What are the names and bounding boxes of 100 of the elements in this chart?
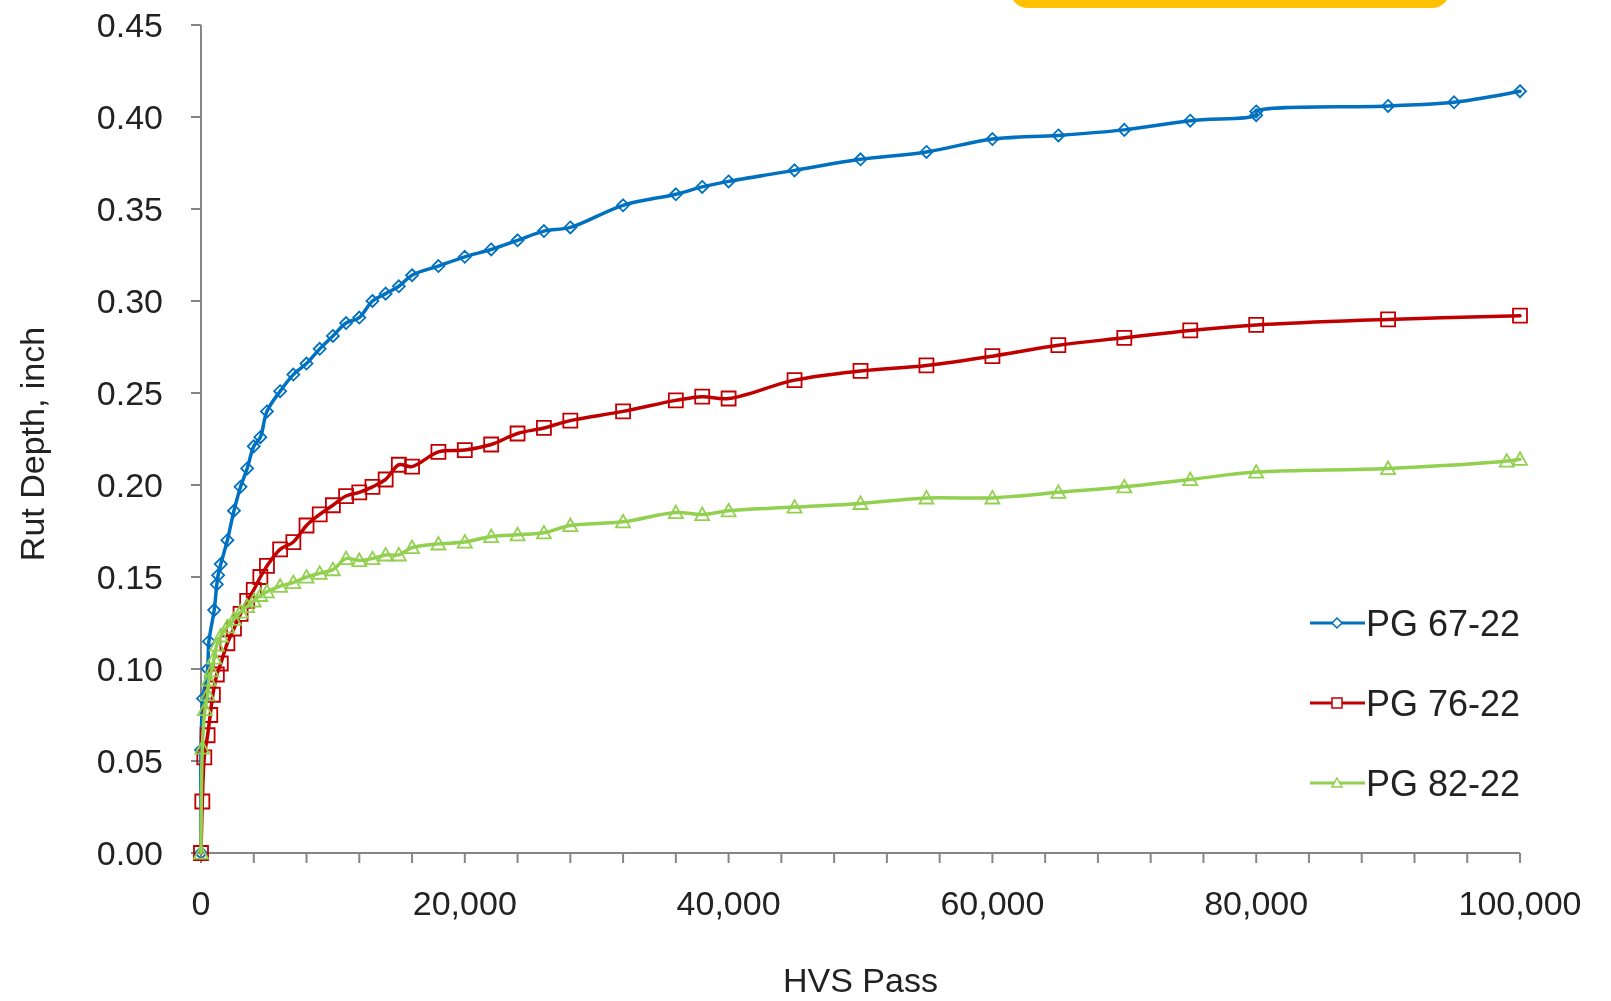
point: [984, 489, 1001, 505]
point: [483, 436, 500, 453]
point: [668, 187, 683, 202]
point: [259, 583, 275, 599]
point: [311, 565, 328, 580]
point: [377, 547, 394, 562]
point: [562, 412, 579, 429]
point: [404, 539, 420, 555]
point: [1381, 99, 1395, 113]
point: [1182, 322, 1199, 339]
point: [199, 727, 216, 744]
point: [227, 503, 241, 518]
point: [213, 557, 228, 572]
point: [667, 504, 684, 520]
point: [786, 372, 803, 389]
point: [1182, 471, 1199, 486]
y-tick-label: 0.20: [96, 465, 163, 504]
x-tick-label: 100,000: [1458, 884, 1582, 922]
point: [298, 517, 315, 534]
point: [537, 224, 551, 238]
point: [1447, 95, 1461, 110]
point: [240, 461, 255, 476]
point: [365, 294, 380, 308]
point: [667, 392, 684, 409]
point: [405, 268, 419, 283]
point: [1498, 453, 1515, 468]
point: [245, 593, 262, 608]
point: [1183, 113, 1198, 128]
point: [430, 443, 447, 460]
x-tick-label: 0: [191, 884, 211, 922]
point: [199, 686, 216, 702]
point: [285, 574, 302, 590]
point: [338, 550, 354, 566]
point: [252, 569, 269, 585]
point: [456, 442, 473, 458]
point: [207, 603, 222, 618]
point: [208, 637, 225, 652]
point: [509, 425, 526, 442]
point: [694, 506, 711, 521]
point: [285, 534, 302, 550]
point: [325, 561, 341, 577]
point: [852, 495, 869, 510]
point: [260, 404, 274, 419]
point: [326, 329, 340, 343]
point: [239, 598, 256, 613]
y-tick-label: 0.00: [96, 833, 163, 872]
point: [510, 233, 525, 248]
y-tick-label: 0.25: [96, 373, 163, 412]
x-tick-label: 20,000: [412, 884, 517, 922]
point: [483, 528, 500, 544]
point: [509, 526, 526, 542]
point: [536, 524, 552, 540]
y-tick-label: 0.30: [96, 281, 163, 320]
point: [196, 749, 213, 766]
point: [1249, 108, 1264, 123]
point: [1117, 122, 1132, 137]
point: [694, 388, 711, 405]
point: [616, 198, 630, 213]
point: [219, 618, 236, 634]
point: [338, 488, 354, 504]
point: [226, 611, 242, 626]
point: [1512, 451, 1528, 466]
point: [720, 502, 737, 518]
x-tick-label: 60,000: [940, 884, 1045, 922]
point: [1380, 460, 1396, 475]
point: [1116, 478, 1133, 494]
point: [390, 547, 407, 562]
point: [272, 578, 289, 593]
point: [212, 627, 229, 643]
point: [391, 279, 406, 294]
y-tick-label: 0.40: [96, 97, 163, 136]
point: [985, 132, 1000, 146]
point: [312, 341, 327, 356]
point: [615, 513, 631, 529]
x-tick-label: 40,000: [676, 884, 781, 922]
point: [1248, 317, 1265, 333]
point: [786, 499, 803, 514]
point: [239, 593, 256, 609]
x-axis-title: HVS Pass: [783, 961, 938, 999]
point: [918, 357, 935, 374]
point: [853, 152, 868, 167]
point: [457, 249, 472, 264]
point: [787, 163, 802, 178]
point: [204, 686, 221, 703]
point: [299, 356, 314, 371]
point: [364, 478, 381, 495]
point: [562, 517, 579, 532]
point: [201, 672, 217, 687]
legend-label: PG 82-22: [1366, 762, 1521, 804]
point: [1512, 307, 1528, 324]
point: [202, 634, 216, 649]
point: [984, 348, 1001, 365]
point: [456, 534, 473, 549]
point: [1248, 464, 1265, 479]
point: [536, 420, 552, 436]
y-tick-label: 0.10: [96, 649, 163, 688]
point: [720, 390, 737, 407]
point: [197, 701, 213, 716]
point: [220, 533, 235, 548]
point: [352, 310, 367, 325]
